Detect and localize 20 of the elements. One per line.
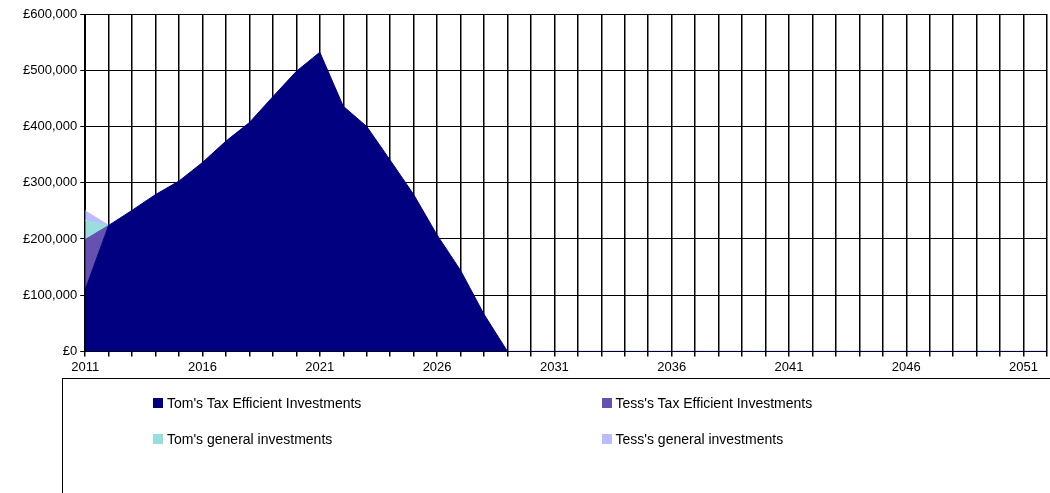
- y-tick-label: £300,000: [22, 174, 78, 190]
- y-tick-label: £0: [62, 342, 78, 358]
- x-tick-label: 2051: [1009, 358, 1038, 374]
- legend-label: Tess's Tax Efficient Investments: [615, 395, 813, 411]
- x-tick-label: 2046: [891, 358, 921, 374]
- x-tick-label: 2021: [305, 358, 335, 374]
- x-tick-label: 2031: [539, 358, 569, 374]
- legend-label: Tom's Tax Efficient Investments: [167, 395, 362, 411]
- x-tick-label: 2026: [422, 358, 452, 374]
- x-tick-label: 2016: [188, 358, 217, 374]
- y-tick-label: £200,000: [22, 230, 78, 246]
- y-tick-label: £100,000: [22, 286, 78, 302]
- x-tick-label: 2041: [774, 358, 804, 374]
- y-tick-label: £600,000: [22, 5, 78, 21]
- legend-label: Tom's general investments: [167, 431, 333, 447]
- y-tick-label: £400,000: [22, 118, 78, 134]
- x-tick-label: 2036: [657, 358, 687, 374]
- y-tick-label: £500,000: [22, 61, 78, 77]
- legend-label: Tess's general investments: [615, 431, 784, 447]
- x-tick-label: 2011: [71, 358, 100, 374]
